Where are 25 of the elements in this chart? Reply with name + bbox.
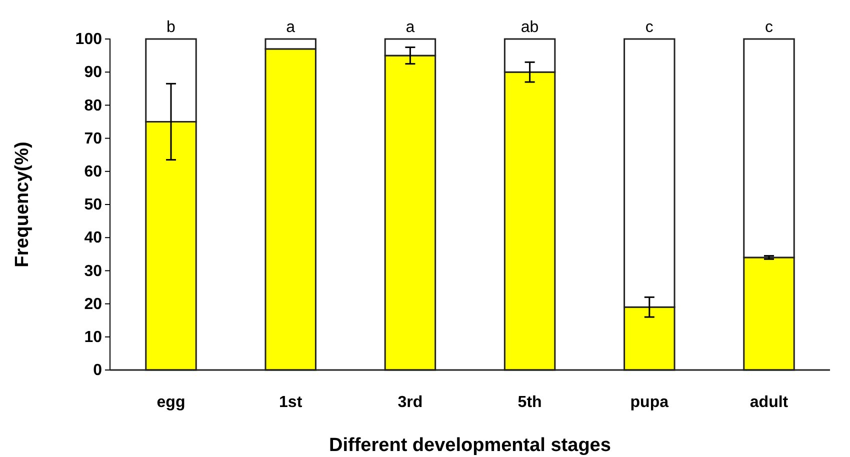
y-tick-label: 100 xyxy=(75,31,102,48)
y-tick-label: 0 xyxy=(93,362,102,380)
y-tick-label: 90 xyxy=(84,64,102,82)
y-tick-label: 70 xyxy=(84,130,102,148)
annotation: ab xyxy=(520,19,539,36)
x-tick-label: 1st xyxy=(279,394,303,411)
annotation: c xyxy=(765,19,774,36)
annotation: b xyxy=(166,19,176,36)
x-tick-label: adult xyxy=(750,394,789,411)
x-tick-label: egg xyxy=(156,394,186,411)
x-axis-title: Different developmental stages xyxy=(329,435,611,456)
y-tick-label: 20 xyxy=(84,296,102,313)
y-tick-label: 50 xyxy=(84,196,102,214)
annotation: a xyxy=(406,19,415,36)
x-tick-label: pupa xyxy=(630,394,669,411)
y-tick-label: 40 xyxy=(84,230,102,247)
y-tick-label: 80 xyxy=(84,97,102,114)
y-tick-label: 10 xyxy=(84,329,102,346)
y-tick-label: 30 xyxy=(84,262,102,280)
y-axis-title: Frequency(%) xyxy=(12,142,33,268)
y-tick-label: 60 xyxy=(84,164,102,181)
x-tick-label: 5th xyxy=(518,394,542,411)
annotation: c xyxy=(645,19,654,36)
annotation: a xyxy=(286,19,296,36)
x-tick-label: 3rd xyxy=(398,394,423,411)
